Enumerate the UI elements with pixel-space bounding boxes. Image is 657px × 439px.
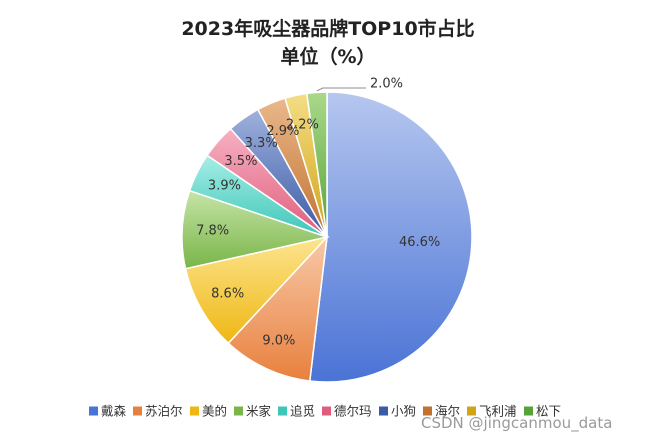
legend: 戴森 苏泊尔 美的 米家 追觅 德尔玛 小狗 海尔 飞利浦 松下 xyxy=(89,404,561,419)
slice-9 xyxy=(305,91,328,238)
slice-label: 3.9% xyxy=(208,178,241,193)
legend-swatch xyxy=(89,406,98,416)
slice-label: 2.9% xyxy=(266,124,299,139)
legend-item: 追觅 xyxy=(278,404,315,419)
slice-label: 9.0% xyxy=(262,333,295,348)
slice-1 xyxy=(227,234,329,382)
legend-label: 松下 xyxy=(536,404,561,419)
pie-slices xyxy=(181,91,473,383)
slice-0 xyxy=(308,91,473,383)
legend-label: 飞利浦 xyxy=(479,404,517,419)
watermark-text: CSDN @jingcanmou_data xyxy=(421,414,612,433)
legend-item: 海尔 xyxy=(423,404,460,419)
chart-subtitle: 单位（%） xyxy=(280,45,375,68)
legend-label: 德尔玛 xyxy=(334,404,372,419)
legend-item: 飞利浦 xyxy=(467,404,517,419)
legend-swatch xyxy=(190,406,199,416)
legend-swatch xyxy=(133,406,142,416)
slice-label: 3.5% xyxy=(224,154,257,169)
legend-label: 戴森 xyxy=(101,404,127,419)
legend-label: 海尔 xyxy=(435,404,460,419)
legend-label: 苏泊尔 xyxy=(145,404,183,419)
chart-title: 2023年吸尘器品牌TOP10市占比 xyxy=(181,17,474,40)
legend-swatch xyxy=(467,406,476,416)
leader-line xyxy=(316,87,366,92)
legend-swatch xyxy=(322,406,331,416)
slice-label: 8.6% xyxy=(211,287,244,302)
legend-item: 米家 xyxy=(234,404,272,419)
legend-label: 小狗 xyxy=(391,404,416,419)
legend-item: 戴森 xyxy=(89,404,127,419)
legend-swatch xyxy=(234,406,243,416)
leader-lines xyxy=(316,87,366,92)
slice-label: 7.8% xyxy=(196,223,229,238)
slice-label: 2.0% xyxy=(370,77,403,92)
legend-swatch xyxy=(423,406,432,416)
slice-label: 3.3% xyxy=(245,136,278,151)
legend-item: 美的 xyxy=(190,404,227,419)
legend-swatch xyxy=(524,406,533,416)
legend-item: 松下 xyxy=(524,404,561,419)
legend-swatch xyxy=(278,406,287,416)
legend-item: 德尔玛 xyxy=(322,404,372,419)
legend-label: 追觅 xyxy=(290,404,315,419)
legend-label: 米家 xyxy=(246,404,272,419)
legend-item: 苏泊尔 xyxy=(133,404,183,419)
slice-label: 46.6% xyxy=(399,235,440,250)
slice-2 xyxy=(184,235,330,345)
legend-swatch xyxy=(379,406,388,416)
slice-labels: 46.6% 9.0% 8.6% 7.8% 3.9% 3.5% 3.3%2.9%2.2% 2.0… xyxy=(196,77,440,349)
slice-label: 2.2% xyxy=(286,118,319,133)
legend-label: 美的 xyxy=(202,404,227,419)
legend-item: 小狗 xyxy=(379,404,416,419)
